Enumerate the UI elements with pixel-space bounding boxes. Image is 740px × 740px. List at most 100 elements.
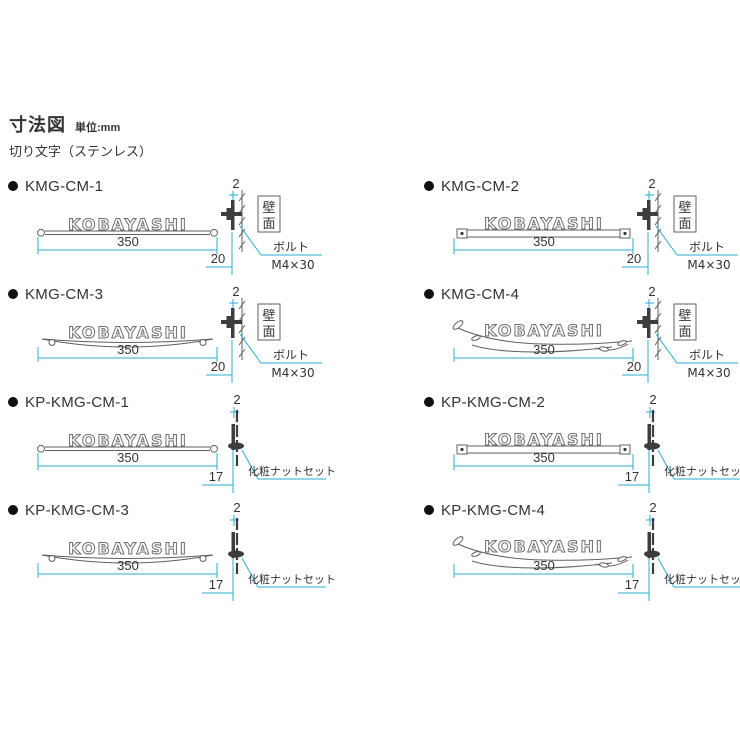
wall-label-char2: 面 [262,325,275,340]
nameplate-bar-straight-thick [456,444,631,455]
thickness-value: 2 [649,500,656,515]
wall-label: 壁 面 [673,195,697,233]
side-view-wall-mount: 2 壁 面 20 ボルト [206,176,322,275]
side-view-wall-mount: 2 壁 面 20 ボルト [622,176,738,275]
front-view: KOBAYASHI 350 [37,323,218,362]
product-code: KMG-CM-4 [441,285,520,303]
unit-label: 単位:mm [75,122,121,134]
bolt-size-label: M4×30 [687,366,730,380]
bullet-icon [8,289,18,299]
thickness-value: 2 [648,284,655,299]
wall-label-char1: 壁 [262,201,275,216]
wall-label-char1: 壁 [678,201,691,216]
letter-plate-edge [231,532,235,558]
side-view-stud-mount: 2 17 化粧ナットセット [202,500,336,601]
bullet-icon [8,505,18,515]
width-dimension: 350 [453,558,634,578]
nameplate-letters: KOBAYASHI [68,431,188,450]
wall-label-char2: 面 [678,217,691,232]
front-view: KOBAYASHI 350 [37,539,218,578]
wall-label: 壁 面 [257,303,281,341]
bolt-label: ボルト [273,240,309,254]
wall-label: 壁 面 [673,303,697,341]
decorative-nut [228,550,244,558]
bullet-icon [424,181,434,191]
width-value: 350 [533,234,555,249]
nameplate-bar-vine [452,320,633,353]
wall-label-char2: 面 [262,217,275,232]
product-code: KMG-CM-3 [25,285,104,303]
bolt-drawing [637,316,658,328]
bolt-label: ボルト [689,240,725,254]
bolt-callout: ボルト M4×30 [655,225,738,272]
side-view-wall-mount: 2 壁 面 20 ボルト [206,284,322,383]
front-view: KOBAYASHI 350 [37,215,218,254]
nameplate-letters: KOBAYASHI [484,430,604,449]
nameplate-letters: KOBAYASHI [484,321,604,340]
wall-label-char1: 壁 [262,309,275,324]
width-value: 350 [117,342,139,357]
product-block: KMG-CM-2 KOBAYASHI 350 2 [424,176,740,284]
nameplate-letters: KOBAYASHI [68,215,188,234]
depth-dimension: 17 [618,450,650,493]
decorative-nut [644,442,660,450]
product-code: KMG-CM-2 [441,177,520,195]
product-header: KP-KMG-CM-3 [8,501,344,519]
bolt-size-label: M4×30 [271,366,314,380]
bolt-drawing [637,208,658,220]
front-view: KOBAYASHI 350 [453,430,634,470]
width-value: 350 [117,558,139,573]
width-dimension: 350 [37,342,218,362]
nameplate-bar-straight-thin [37,228,218,237]
depth-value: 17 [209,469,223,484]
thickness-value: 2 [233,392,240,407]
width-value: 350 [533,450,555,465]
depth-dimension: 20 [206,232,233,275]
product-code: KP-KMG-CM-2 [441,393,546,411]
nut-set-label: 化粧ナットセット [248,464,336,478]
thickness-value: 2 [649,392,656,407]
bullet-icon [8,397,18,407]
nut-set-label: 化粧ナットセット [248,572,336,586]
wall-section [654,190,662,252]
bullet-icon [8,181,18,191]
product-code: KP-KMG-CM-1 [25,393,130,411]
wall-section [238,298,246,360]
bolt-callout: ボルト M4×30 [239,225,322,272]
product-block: KMG-CM-4 KOBAYASHI 350 2 [424,284,740,392]
depth-dimension: 17 [618,558,650,601]
nameplate-bar-vine [452,536,633,569]
nameplate-bar-straight-thick [456,228,631,239]
width-value: 350 [117,450,139,465]
wall-section [654,298,662,360]
width-dimension: 350 [453,450,634,470]
sheet-header: 寸法図 単位:mm [9,111,120,137]
bolt-callout: ボルト M4×30 [239,333,322,380]
nameplate-bar-curved [41,554,214,564]
depth-value: 17 [209,577,223,592]
bolt-size-label: M4×30 [271,258,314,272]
bolt-callout: ボルト M4×30 [655,333,738,380]
product-block: KP-KMG-CM-4 KOBAYASHI 350 2 [424,500,740,608]
width-dimension: 350 [453,342,634,362]
nameplate-bar-straight-thin [37,444,218,453]
bullet-icon [424,505,434,515]
width-dimension: 350 [37,450,218,470]
thickness-value: 2 [232,176,239,191]
product-block: KP-KMG-CM-1 KOBAYASHI 350 2 17 [8,392,344,500]
product-header: KMG-CM-1 [8,177,344,195]
nut-set-callout: 化粧ナットセット [657,449,740,480]
front-view: KOBAYASHI 350 [37,431,218,470]
width-value: 350 [117,234,139,249]
bolt-drawing [221,208,242,220]
depth-value: 20 [627,359,641,374]
thickness-value: 2 [648,176,655,191]
bolt-label: ボルト [689,348,725,362]
product-code: KMG-CM-1 [25,177,104,195]
product-header: KMG-CM-3 [8,285,344,303]
product-code: KP-KMG-CM-3 [25,501,130,519]
product-code: KP-KMG-CM-4 [441,501,546,519]
depth-dimension: 17 [202,450,234,493]
depth-dimension: 20 [622,232,649,275]
side-view-stud-mount: 2 17 化粧ナットセット [202,392,336,493]
